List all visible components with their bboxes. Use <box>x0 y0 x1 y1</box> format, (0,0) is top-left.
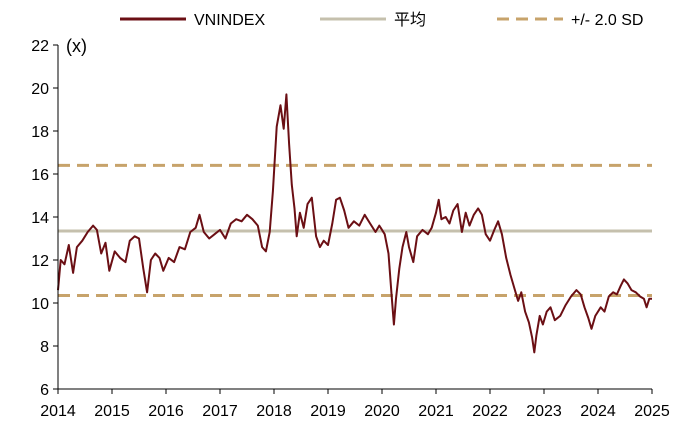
x-tick-label: 2020 <box>364 403 400 420</box>
legend-label-vnindex: VNINDEX <box>194 12 265 29</box>
chart-legend: VNINDEX 平均 +/- 2.0 SD <box>120 11 643 29</box>
x-tick-label: 2017 <box>202 403 238 420</box>
y-tick-label: 18 <box>31 124 49 141</box>
y-tick-label: 14 <box>31 210 49 227</box>
x-tick-label: 2019 <box>310 403 346 420</box>
y-tick-label: 20 <box>31 81 49 98</box>
series-layer <box>57 93 652 354</box>
y-tick-label: 8 <box>40 339 49 356</box>
y-tick-label: 10 <box>31 296 49 313</box>
x-tick-label: 2014 <box>40 403 76 420</box>
x-tick-label: 2022 <box>472 403 508 420</box>
x-tick-label: 2025 <box>634 403 670 420</box>
y-unit-label: (x) <box>66 36 87 56</box>
x-tick-label: 2015 <box>94 403 130 420</box>
x-tick-label: 2018 <box>256 403 292 420</box>
legend-label-2-0-sd: +/- 2.0 SD <box>571 12 643 29</box>
y-tick-label: 16 <box>31 167 49 184</box>
legend-label-average: 平均 <box>394 11 426 29</box>
x-tick-label: 2016 <box>148 403 184 420</box>
x-tick-label: 2024 <box>580 403 616 420</box>
y-tick-label: 12 <box>31 253 49 270</box>
y-tick-label: 6 <box>40 382 49 399</box>
y-tick-label: 22 <box>31 38 49 55</box>
x-tick-label: 2021 <box>418 403 454 420</box>
series-line-vnindex <box>57 93 652 354</box>
x-tick-label: 2023 <box>526 403 562 420</box>
